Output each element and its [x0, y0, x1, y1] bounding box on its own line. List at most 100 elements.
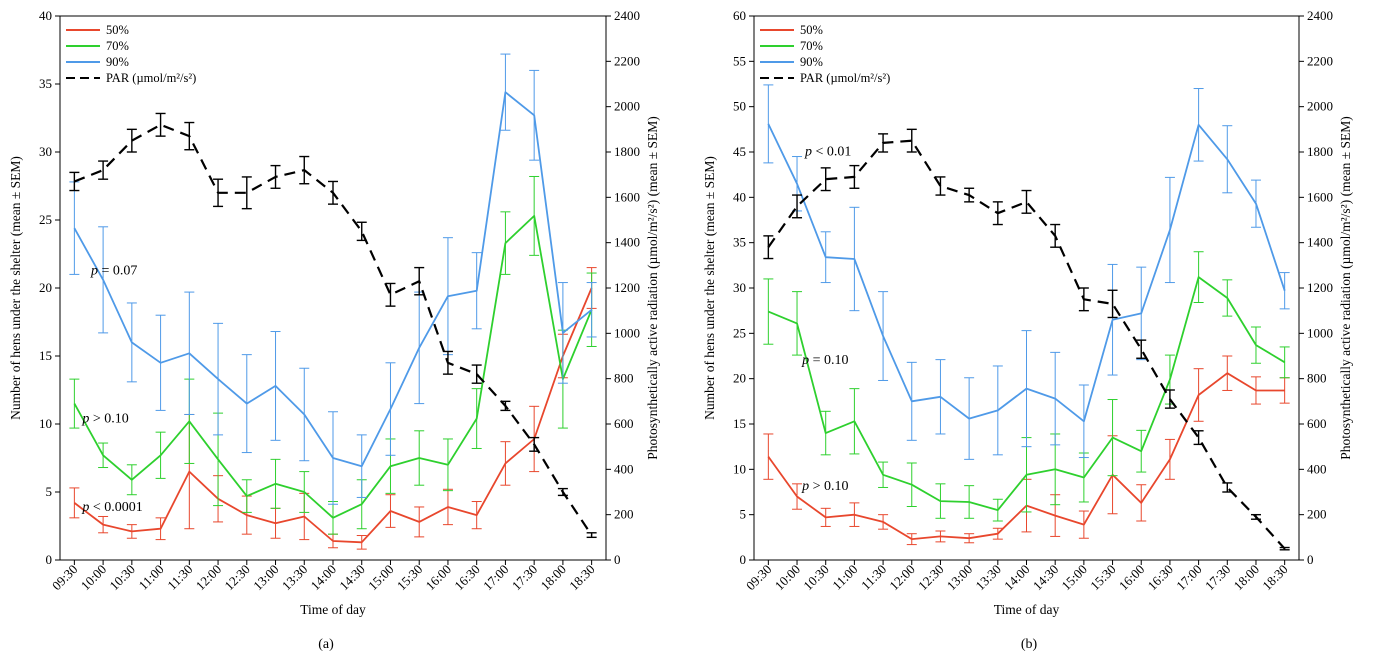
x-tick-label: 16:30	[451, 562, 483, 594]
legend-label: 90%	[800, 55, 823, 69]
y2-tick-label: 1400	[1307, 235, 1333, 250]
x-tick-label: 15:00	[1058, 562, 1090, 594]
x-tick-label: 11:00	[135, 562, 166, 593]
x-tick-label: 10:30	[800, 562, 832, 594]
y-tick-label: 35	[733, 235, 746, 250]
y-tick-label: 40	[733, 189, 746, 204]
x-tick-label: 17:30	[1202, 562, 1234, 594]
y-tick-label: 55	[733, 53, 746, 68]
x-tick-label: 09:30	[743, 562, 775, 594]
series-line-par	[767, 139, 1286, 550]
y2-tick-label: 400	[1307, 461, 1327, 476]
y2-tick-label: 200	[1307, 507, 1327, 522]
x-tick-label: 12:30	[221, 562, 253, 594]
x-tick-label: 15:00	[365, 562, 397, 594]
y-tick-label: 15	[733, 416, 746, 431]
panel-caption: (a)	[318, 637, 334, 652]
x-tick-label: 16:30	[1144, 562, 1176, 594]
series-line-70pct	[767, 276, 1286, 512]
x-axis-label: Time of day	[994, 602, 1060, 617]
y2-axis-label: Photosynthetically active radiation (µmo…	[645, 116, 660, 459]
x-tick-label: 14:30	[1030, 562, 1062, 594]
legend-label: 90%	[106, 55, 129, 69]
y-tick-label: 30	[39, 144, 52, 159]
y2-tick-label: 1800	[614, 144, 640, 159]
y2-tick-label: 0	[1307, 552, 1314, 567]
p-value-annotation: p > 0.10	[81, 412, 128, 427]
y-axis-label: Number of hens under the shelter (mean ±…	[702, 156, 717, 420]
y-tick-label: 20	[733, 371, 746, 386]
x-tick-label: 11:30	[164, 562, 195, 593]
x-tick-label: 13:30	[972, 562, 1004, 594]
y-tick-label: 5	[46, 484, 53, 499]
x-tick-label: 16:00	[1116, 562, 1148, 594]
p-value-annotation: p < 0.0001	[81, 500, 142, 515]
legend-label: PAR (µmol/m²/s²)	[800, 71, 890, 85]
y2-tick-label: 600	[1307, 416, 1327, 431]
y-tick-label: 20	[39, 280, 52, 295]
series-line-90pct	[767, 123, 1286, 423]
legend-label: 70%	[800, 39, 823, 53]
y2-axis-label: Photosynthetically active radiation (µmo…	[1338, 116, 1353, 459]
x-tick-label: 12:00	[193, 562, 225, 594]
x-tick-label: 10:00	[772, 562, 804, 594]
y-tick-label: 45	[733, 144, 746, 159]
y-tick-label: 40	[39, 8, 52, 23]
x-tick-label: 13:00	[250, 562, 282, 594]
y2-tick-label: 400	[614, 461, 634, 476]
x-tick-label: 11:00	[829, 562, 860, 593]
x-tick-label: 14:00	[1001, 562, 1033, 594]
x-tick-label: 09:30	[49, 562, 81, 594]
x-tick-label: 16:00	[423, 562, 455, 594]
x-axis-label: Time of day	[300, 602, 366, 617]
x-tick-label: 18:30	[1259, 562, 1291, 594]
y2-tick-label: 800	[1307, 371, 1327, 386]
x-tick-label: 18:00	[1231, 562, 1263, 594]
series-line-par	[73, 123, 593, 536]
y-tick-label: 35	[39, 76, 52, 91]
x-tick-label: 18:30	[566, 562, 598, 594]
y-tick-label: 25	[39, 212, 52, 227]
x-tick-label: 13:00	[944, 562, 976, 594]
y2-tick-label: 1600	[614, 189, 640, 204]
legend-label: 50%	[800, 23, 823, 37]
x-tick-label: 10:30	[106, 562, 138, 594]
y2-tick-label: 2000	[1307, 99, 1333, 114]
legend-label: PAR (µmol/m²/s²)	[106, 71, 196, 85]
series-line-50pct	[73, 287, 593, 544]
x-tick-label: 10:00	[78, 562, 110, 594]
x-tick-label: 18:00	[537, 562, 569, 594]
y2-tick-label: 1400	[614, 235, 640, 250]
y-axis-label: Number of hens under the shelter (mean ±…	[8, 156, 23, 420]
y2-tick-label: 800	[614, 371, 634, 386]
y-tick-label: 0	[46, 552, 53, 567]
y-tick-label: 25	[733, 325, 746, 340]
x-tick-label: 13:30	[279, 562, 311, 594]
y2-tick-label: 1800	[1307, 144, 1333, 159]
y-tick-label: 10	[39, 416, 52, 431]
y2-tick-label: 200	[614, 507, 634, 522]
legend-label: 70%	[106, 39, 129, 53]
y2-tick-label: 2400	[1307, 8, 1333, 23]
x-tick-label: 14:00	[308, 562, 340, 594]
p-value-annotation: p > 0.10	[801, 479, 848, 494]
x-tick-label: 11:30	[858, 562, 889, 593]
y2-tick-label: 1200	[1307, 280, 1333, 295]
y-tick-label: 15	[39, 348, 52, 363]
y2-tick-label: 1000	[1307, 325, 1333, 340]
y2-tick-label: 1600	[1307, 189, 1333, 204]
y2-tick-label: 0	[614, 552, 621, 567]
p-value-annotation: p < 0.01	[804, 145, 851, 160]
y2-tick-label: 1000	[614, 325, 640, 340]
y-tick-label: 60	[733, 8, 746, 23]
y-tick-label: 5	[740, 507, 747, 522]
y-tick-label: 50	[733, 99, 746, 114]
x-tick-label: 12:00	[886, 562, 918, 594]
x-tick-label: 17:00	[480, 562, 512, 594]
y-tick-label: 10	[733, 461, 746, 476]
x-tick-label: 12:30	[915, 562, 947, 594]
y2-tick-label: 1200	[614, 280, 640, 295]
x-tick-label: 17:30	[509, 562, 541, 594]
panel-caption: (b)	[1021, 637, 1038, 652]
